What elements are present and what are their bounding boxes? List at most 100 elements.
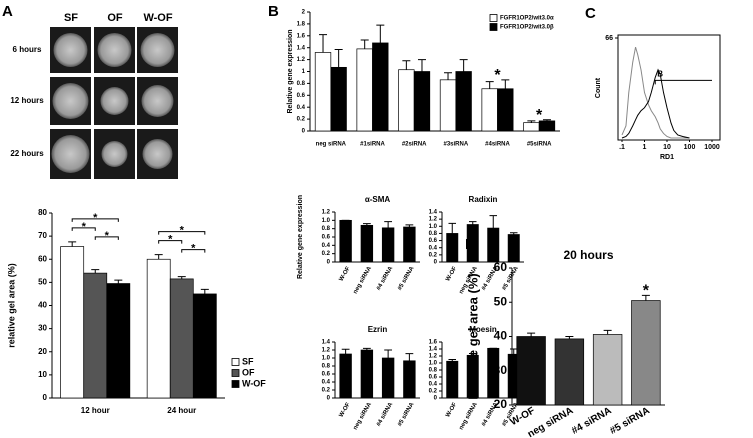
legend-label: OF (242, 367, 255, 377)
x-tick-label: #5 siRNA (608, 405, 652, 436)
chart-title: Radixin (469, 195, 498, 204)
y-tick-label: 0 (327, 396, 331, 402)
histogram-line (621, 46, 690, 139)
bar (592, 334, 623, 406)
y-tick-label: 0.6 (429, 238, 438, 244)
photo-row-label: 6 hours (13, 45, 42, 54)
y-tick-label: 60 (38, 254, 47, 263)
bar (466, 224, 479, 263)
y-axis-label: Relative gene expression (287, 29, 294, 113)
y-tick-label: 80 (38, 208, 47, 217)
legend-label: SF (242, 356, 254, 366)
legend-swatch (231, 369, 240, 377)
bar (439, 79, 457, 132)
significance-bracket (71, 218, 119, 222)
bar (487, 347, 500, 399)
significance-bracket (158, 231, 206, 235)
legend-swatch (231, 358, 240, 366)
x-tick-label: neg siRNA (458, 401, 479, 431)
x-tick-label: 1 (643, 144, 647, 151)
gate (654, 79, 712, 85)
y-tick-label: 1.8 (297, 21, 306, 27)
y-tick-label: 0.8 (322, 226, 331, 232)
y-tick-label: 1.0 (429, 361, 438, 367)
error-bar (154, 254, 163, 260)
chart-title: 20 hours (563, 248, 613, 262)
bar (381, 227, 395, 263)
y-tick-label: 0.6 (429, 375, 438, 381)
y-tick-label: 1.2 (322, 210, 331, 216)
gel-disc (101, 141, 128, 167)
bar (497, 88, 514, 132)
error-bar (641, 294, 650, 301)
y-tick-label: 0.8 (429, 368, 438, 374)
x-tick-label: #5 siRNA (397, 401, 416, 427)
bar (83, 272, 108, 399)
y-tick-label: 1.2 (322, 348, 331, 354)
bar (356, 48, 373, 132)
y-tick-label: 0.2 (322, 388, 331, 394)
bar (339, 353, 352, 399)
y-tick-label: 0 (434, 396, 438, 402)
error-bar (501, 79, 510, 89)
bar (507, 234, 520, 263)
significance-mark: * (168, 234, 173, 246)
bar (360, 349, 374, 399)
bar (169, 278, 194, 399)
chart-title: Ezrin (368, 325, 388, 334)
y-tick-label: 40 (38, 301, 47, 310)
photo-column-label: OF (107, 12, 123, 24)
chart-title: Moesin (469, 325, 497, 334)
y-tick-label: 10 (38, 370, 47, 379)
y-tick-label: 20 (38, 347, 47, 356)
bar (446, 360, 459, 399)
significance-mark: * (643, 283, 650, 300)
y-tick-label: 0.6 (297, 93, 306, 99)
x-axis-label: RD1 (660, 154, 674, 161)
significance-bracket (158, 240, 183, 244)
x-tick-label: .1 (619, 144, 625, 151)
y-tick-label: 1.0 (322, 356, 331, 362)
y-axis-label: Relative gel area (%) (465, 273, 480, 399)
x-tick-label: #4 siRNA (570, 405, 614, 436)
error-bar (334, 48, 343, 68)
photo-row-label: 12 hours (10, 96, 44, 105)
significance-mark: * (180, 225, 185, 237)
bar (372, 42, 389, 132)
y-tick-label: 0.4 (322, 243, 331, 249)
y-tick-label: 70 (38, 231, 47, 240)
significance-bracket (71, 227, 96, 231)
bar (403, 360, 416, 399)
y-tick-label: 1.6 (297, 33, 306, 39)
error-bar (402, 60, 411, 70)
x-tick-label: neg siRNA (353, 401, 374, 431)
y-tick-label: 1.0 (429, 224, 438, 230)
significance-bracket (181, 249, 206, 253)
y-tick-label: 0 (434, 260, 438, 266)
y-tick-label: 1.2 (429, 217, 438, 223)
x-tick-label: #4 siRNA (376, 265, 395, 291)
y-tick-label: 0.4 (297, 105, 306, 111)
panel-label: B (268, 3, 279, 20)
x-tick-label: #5 siRNA (397, 265, 416, 291)
bar (481, 88, 498, 132)
error-bar (444, 72, 453, 80)
y-tick-label: 0.4 (429, 245, 438, 251)
bar (554, 338, 585, 406)
error-bar (468, 221, 477, 225)
chart-title: α-SMA (365, 195, 391, 204)
y-tick-label: 40 (494, 329, 508, 343)
error-bar (91, 269, 100, 274)
y-tick-label: 0 (327, 260, 331, 266)
bar (192, 293, 217, 399)
y-tick-label: 0.4 (322, 380, 331, 386)
y-tick-label: 1.4 (322, 340, 331, 346)
error-bar (417, 59, 426, 72)
legend-swatch (231, 380, 240, 388)
y-tick-label: 0 (302, 129, 306, 135)
y-tick-label: 50 (38, 277, 47, 286)
significance-mark: * (536, 107, 543, 124)
bar (487, 227, 500, 263)
x-tick-label: #4siRNA (485, 142, 510, 148)
y-tick-label: 1 (302, 69, 306, 75)
